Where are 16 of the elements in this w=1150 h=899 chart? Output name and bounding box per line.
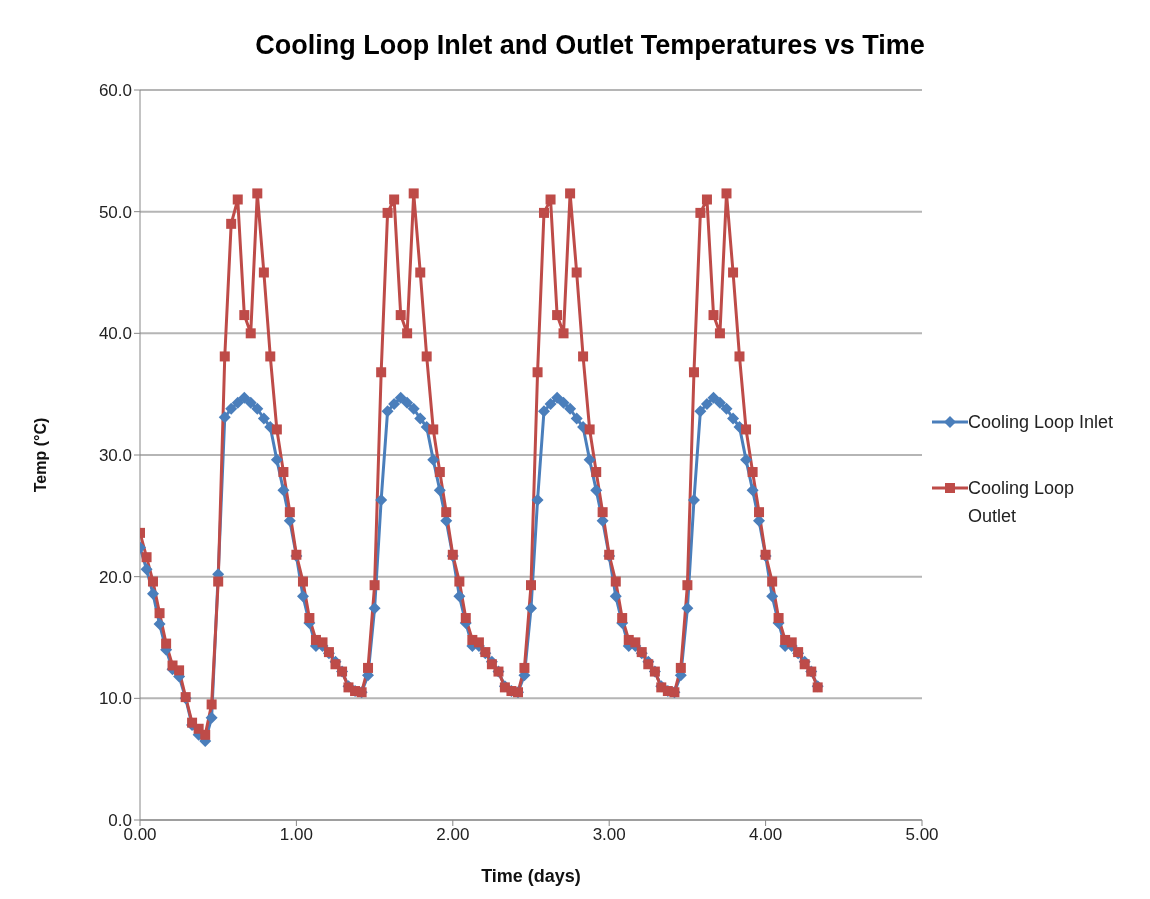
x-tick-label: 2.00: [436, 825, 470, 845]
y-tick-label: 10.0: [98, 689, 132, 709]
x-tick-label: 5.00: [905, 825, 939, 845]
y-tick-label: 20.0: [98, 567, 132, 587]
y-axis-title: Temp (°C): [31, 417, 49, 493]
x-tick-label: 1.00: [279, 825, 313, 845]
legend-label: Cooling Loop Inlet: [968, 411, 1114, 434]
x-tick-label: 4.00: [749, 825, 783, 845]
x-axis-title: Time (days): [481, 866, 581, 886]
y-tick-label: 60.0: [98, 81, 132, 101]
y-tick-label: 30.0: [98, 446, 132, 466]
y-tick-label: 50.0: [98, 202, 132, 222]
legend-label: Cooling Loop Outlet: [968, 477, 1076, 528]
x-tick-label: 3.00: [592, 825, 626, 845]
chart-title: Cooling Loop Inlet and Outlet Temperatures vs Time: [254, 30, 926, 62]
y-tick-label: 40.0: [98, 324, 132, 344]
